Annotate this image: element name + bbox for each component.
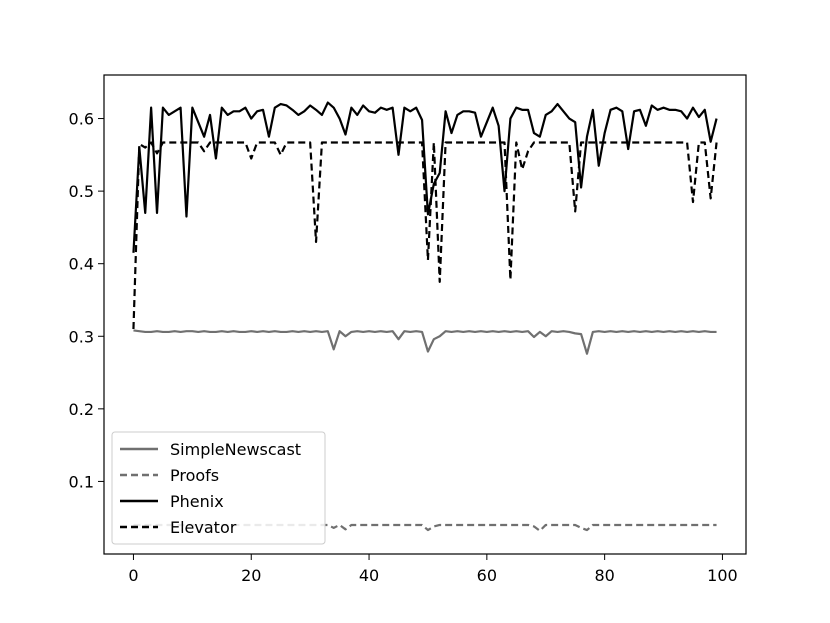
y-tick-label: 0.3 [69,327,94,346]
x-tick-label: 60 [477,566,497,585]
y-tick-label: 0.6 [69,110,94,129]
y-tick-label: 0.1 [69,472,94,491]
legend-label-phenix: Phenix [170,492,224,511]
x-tick-label: 0 [128,566,138,585]
y-axis: 0.1 0.2 0.3 0.4 0.5 0.6 [69,110,104,491]
series-line-simplenewscast [133,329,717,355]
series-line-phenix [132,101,718,253]
legend: SimpleNewscast Proofs Phenix Elevator [111,431,326,545]
legend-label-proofs: Proofs [170,466,219,485]
plot-frame [103,74,747,555]
legend-label-simplenewscast: SimpleNewscast [170,440,301,459]
y-tick-label: 0.5 [69,182,94,201]
y-tick-label: 0.2 [69,400,94,419]
y-tick-label: 0.4 [69,255,94,274]
x-axis: 0 20 40 60 80 100 [128,554,738,585]
x-tick-label: 40 [359,566,379,585]
x-tick-label: 100 [707,566,738,585]
series-line-proofs [133,523,717,532]
x-tick-label: 20 [241,566,261,585]
series-line-elevator [132,141,718,330]
legend-label-elevator: Elevator [170,518,237,537]
legend-box [111,431,326,545]
series-layer [132,101,718,532]
x-tick-label: 80 [594,566,614,585]
